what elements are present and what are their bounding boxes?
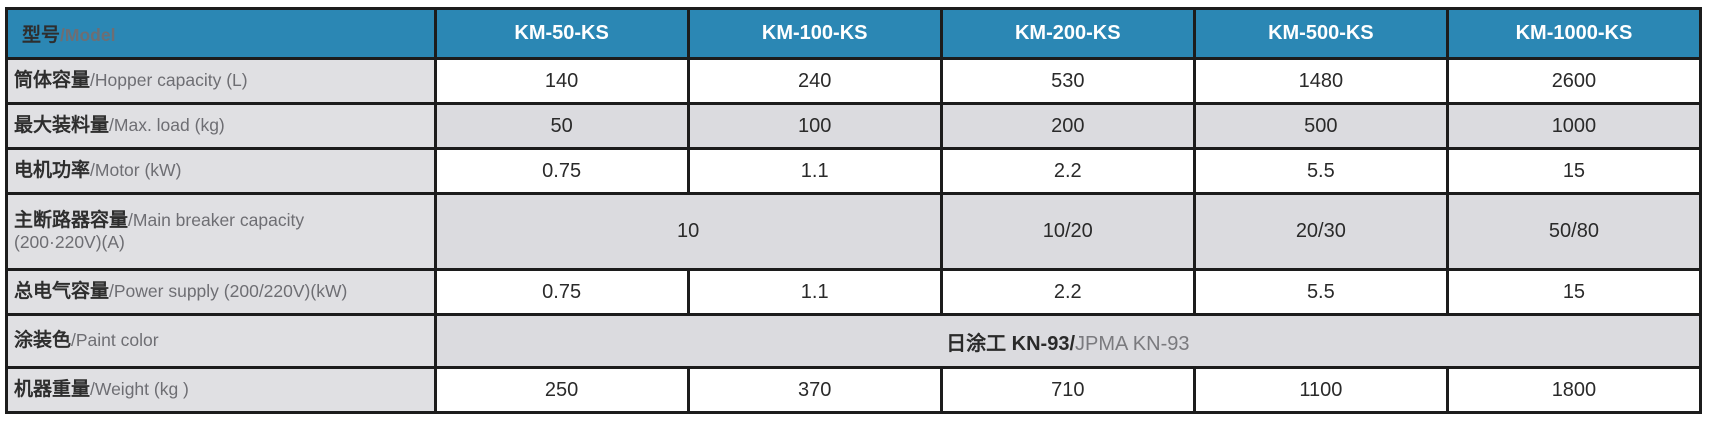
- header-label-en: /Model: [60, 25, 116, 45]
- row-label-max-load: 最大装料量/Max. load (kg): [5, 102, 437, 150]
- row-label-en: /Paint color: [71, 330, 159, 351]
- value-cell: 140: [433, 57, 690, 105]
- value-cell: 710: [939, 366, 1196, 414]
- value-cell: 240: [686, 57, 943, 105]
- value-cell: 530: [939, 57, 1196, 105]
- value-cell: 0.75: [433, 147, 690, 195]
- row-label-zh: 主断路器容量: [14, 209, 129, 231]
- value-cell: 100: [686, 102, 943, 150]
- model-header-km-50-ks: KM-50-KS: [433, 7, 690, 60]
- row-motor: 电机功率/Motor (kW) 0.75 1.1 2.2 5.5 15: [5, 147, 1703, 195]
- paint-color-value-secondary: JPMA KN-93: [1075, 332, 1190, 355]
- value-cell: 50: [433, 102, 690, 150]
- value-cell: 2600: [1445, 57, 1703, 105]
- value-cell: 370: [686, 366, 943, 414]
- row-label-en: /Hopper capacity (L): [90, 70, 248, 91]
- value-cell: 15: [1445, 268, 1703, 316]
- value-cell: 1.1: [686, 147, 943, 195]
- value-cell: 200: [939, 102, 1196, 150]
- row-label-en: /Main breaker capacity: [128, 209, 305, 230]
- value-cell: 1.1: [686, 268, 943, 316]
- row-label-power-supply: 总电气容量/Power supply (200/220V)(kW): [5, 268, 437, 316]
- row-label-hopper-capacity: 筒体容量/Hopper capacity (L): [5, 57, 437, 105]
- model-header-km-100-ks: KM-100-KS: [686, 7, 943, 60]
- row-hopper-capacity: 筒体容量/Hopper capacity (L) 140 240 530 148…: [5, 57, 1703, 105]
- value-cell: 2.2: [939, 147, 1196, 195]
- value-cell: 1100: [1192, 366, 1449, 414]
- spec-table: 型号/Model KM-50-KS KM-100-KS KM-200-KS KM…: [5, 7, 1703, 414]
- row-label-en: /Weight (kg ): [90, 379, 189, 400]
- row-label-en: /Power supply (200/220V)(kW): [109, 281, 348, 302]
- row-label-paint-color: 涂装色/Paint color: [5, 313, 437, 369]
- paint-color-value-primary: 日涂工 KN-93/: [946, 332, 1075, 355]
- row-max-load: 最大装料量/Max. load (kg) 50 100 200 500 1000: [5, 102, 1703, 150]
- value-cell: 2.2: [939, 268, 1196, 316]
- row-label-en-line2: (200·220V)(A): [14, 232, 125, 253]
- value-cell: 5.5: [1192, 268, 1449, 316]
- value-cell-merged: 10: [433, 192, 943, 271]
- row-label-zh: 机器重量: [14, 379, 91, 401]
- model-header-km-200-ks: KM-200-KS: [939, 7, 1196, 60]
- row-label-zh: 最大装料量: [14, 115, 110, 137]
- value-cell: 0.75: [433, 268, 690, 316]
- row-label-zh: 总电气容量: [14, 281, 110, 303]
- row-label-en: /Max. load (kg): [109, 115, 225, 136]
- row-label-zh: 电机功率: [14, 160, 91, 182]
- row-label-motor: 电机功率/Motor (kW): [5, 147, 437, 195]
- model-header-km-1000-ks: KM-1000-KS: [1445, 7, 1703, 60]
- row-label-main-breaker-capacity: 主断路器容量/Main breaker capacity (200·220V)(A…: [5, 192, 437, 271]
- header-model-label: 型号/Model: [5, 7, 437, 60]
- value-cell: 250: [433, 366, 690, 414]
- value-cell: 1800: [1445, 366, 1703, 414]
- row-label-en: /Motor (kW): [90, 160, 182, 181]
- header-label-zh: 型号: [22, 25, 61, 46]
- row-paint-color: 涂装色/Paint color 日涂工 KN-93/JPMA KN-93: [5, 313, 1703, 369]
- header-row: 型号/Model KM-50-KS KM-100-KS KM-200-KS KM…: [5, 7, 1703, 60]
- value-cell: 500: [1192, 102, 1449, 150]
- value-cell: 1480: [1192, 57, 1449, 105]
- value-cell: 10/20: [939, 192, 1196, 271]
- value-cell-paint-color: 日涂工 KN-93/JPMA KN-93: [433, 313, 1703, 369]
- value-cell: 20/30: [1192, 192, 1449, 271]
- value-cell: 15: [1445, 147, 1703, 195]
- value-cell: 5.5: [1192, 147, 1449, 195]
- row-label-zh: 涂装色: [14, 330, 72, 352]
- row-main-breaker-capacity: 主断路器容量/Main breaker capacity (200·220V)(A…: [5, 192, 1703, 271]
- model-header-km-500-ks: KM-500-KS: [1192, 7, 1449, 60]
- value-cell: 50/80: [1445, 192, 1703, 271]
- row-label-zh: 筒体容量: [14, 70, 91, 92]
- row-weight: 机器重量/Weight (kg ) 250 370 710 1100 1800: [5, 366, 1703, 414]
- value-cell: 1000: [1445, 102, 1703, 150]
- row-power-supply: 总电气容量/Power supply (200/220V)(kW) 0.75 1…: [5, 268, 1703, 316]
- row-label-weight: 机器重量/Weight (kg ): [5, 366, 437, 414]
